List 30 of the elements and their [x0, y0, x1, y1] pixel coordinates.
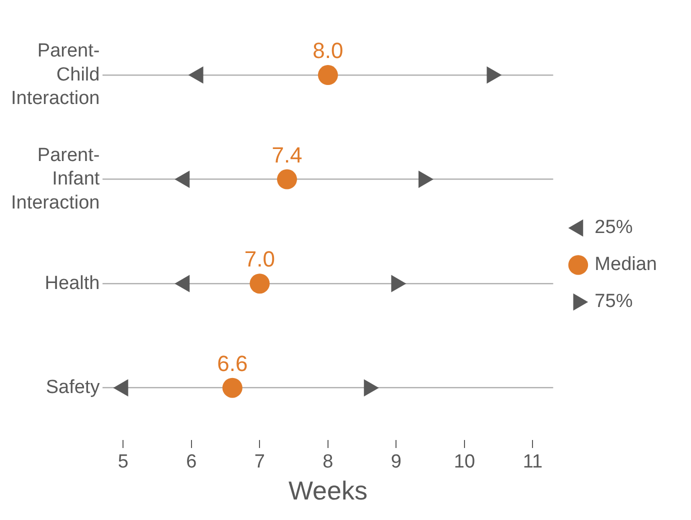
- point: [222, 378, 242, 398]
- y-tick-label: Safety: [46, 377, 100, 398]
- point: [250, 274, 270, 294]
- x-tick-label: 10: [454, 452, 476, 473]
- x-tick-label: 6: [186, 452, 197, 473]
- point: [113, 379, 128, 397]
- point: [277, 169, 297, 190]
- data-label: 8.0: [312, 38, 344, 64]
- y-tick-label: Health: [44, 272, 100, 294]
- point: [364, 379, 379, 397]
- point: [391, 274, 406, 292]
- x-tick-label: 5: [118, 452, 128, 473]
- point: [188, 66, 204, 84]
- data-label: 6.6: [217, 350, 248, 376]
- x-tick-label: 9: [390, 452, 402, 473]
- point: [174, 170, 190, 188]
- x-tick-label: 8: [322, 452, 334, 473]
- x-axis-title: Weeks: [288, 476, 368, 506]
- y-tick-label: Parent-Infant Interaction: [10, 144, 100, 214]
- data-label: 7.0: [244, 246, 275, 272]
- legend-label: 25%: [594, 217, 633, 238]
- point: [418, 170, 434, 188]
- data-label: 7.4: [272, 142, 302, 168]
- legend-label: 75%: [594, 291, 633, 312]
- y-tick-label: Parent-Child Interaction: [10, 40, 100, 109]
- x-tick-label: 11: [522, 452, 543, 473]
- x-tick-label: 7: [254, 452, 265, 473]
- point: [318, 65, 338, 86]
- point: [174, 274, 190, 292]
- legend-label: Median: [594, 254, 658, 276]
